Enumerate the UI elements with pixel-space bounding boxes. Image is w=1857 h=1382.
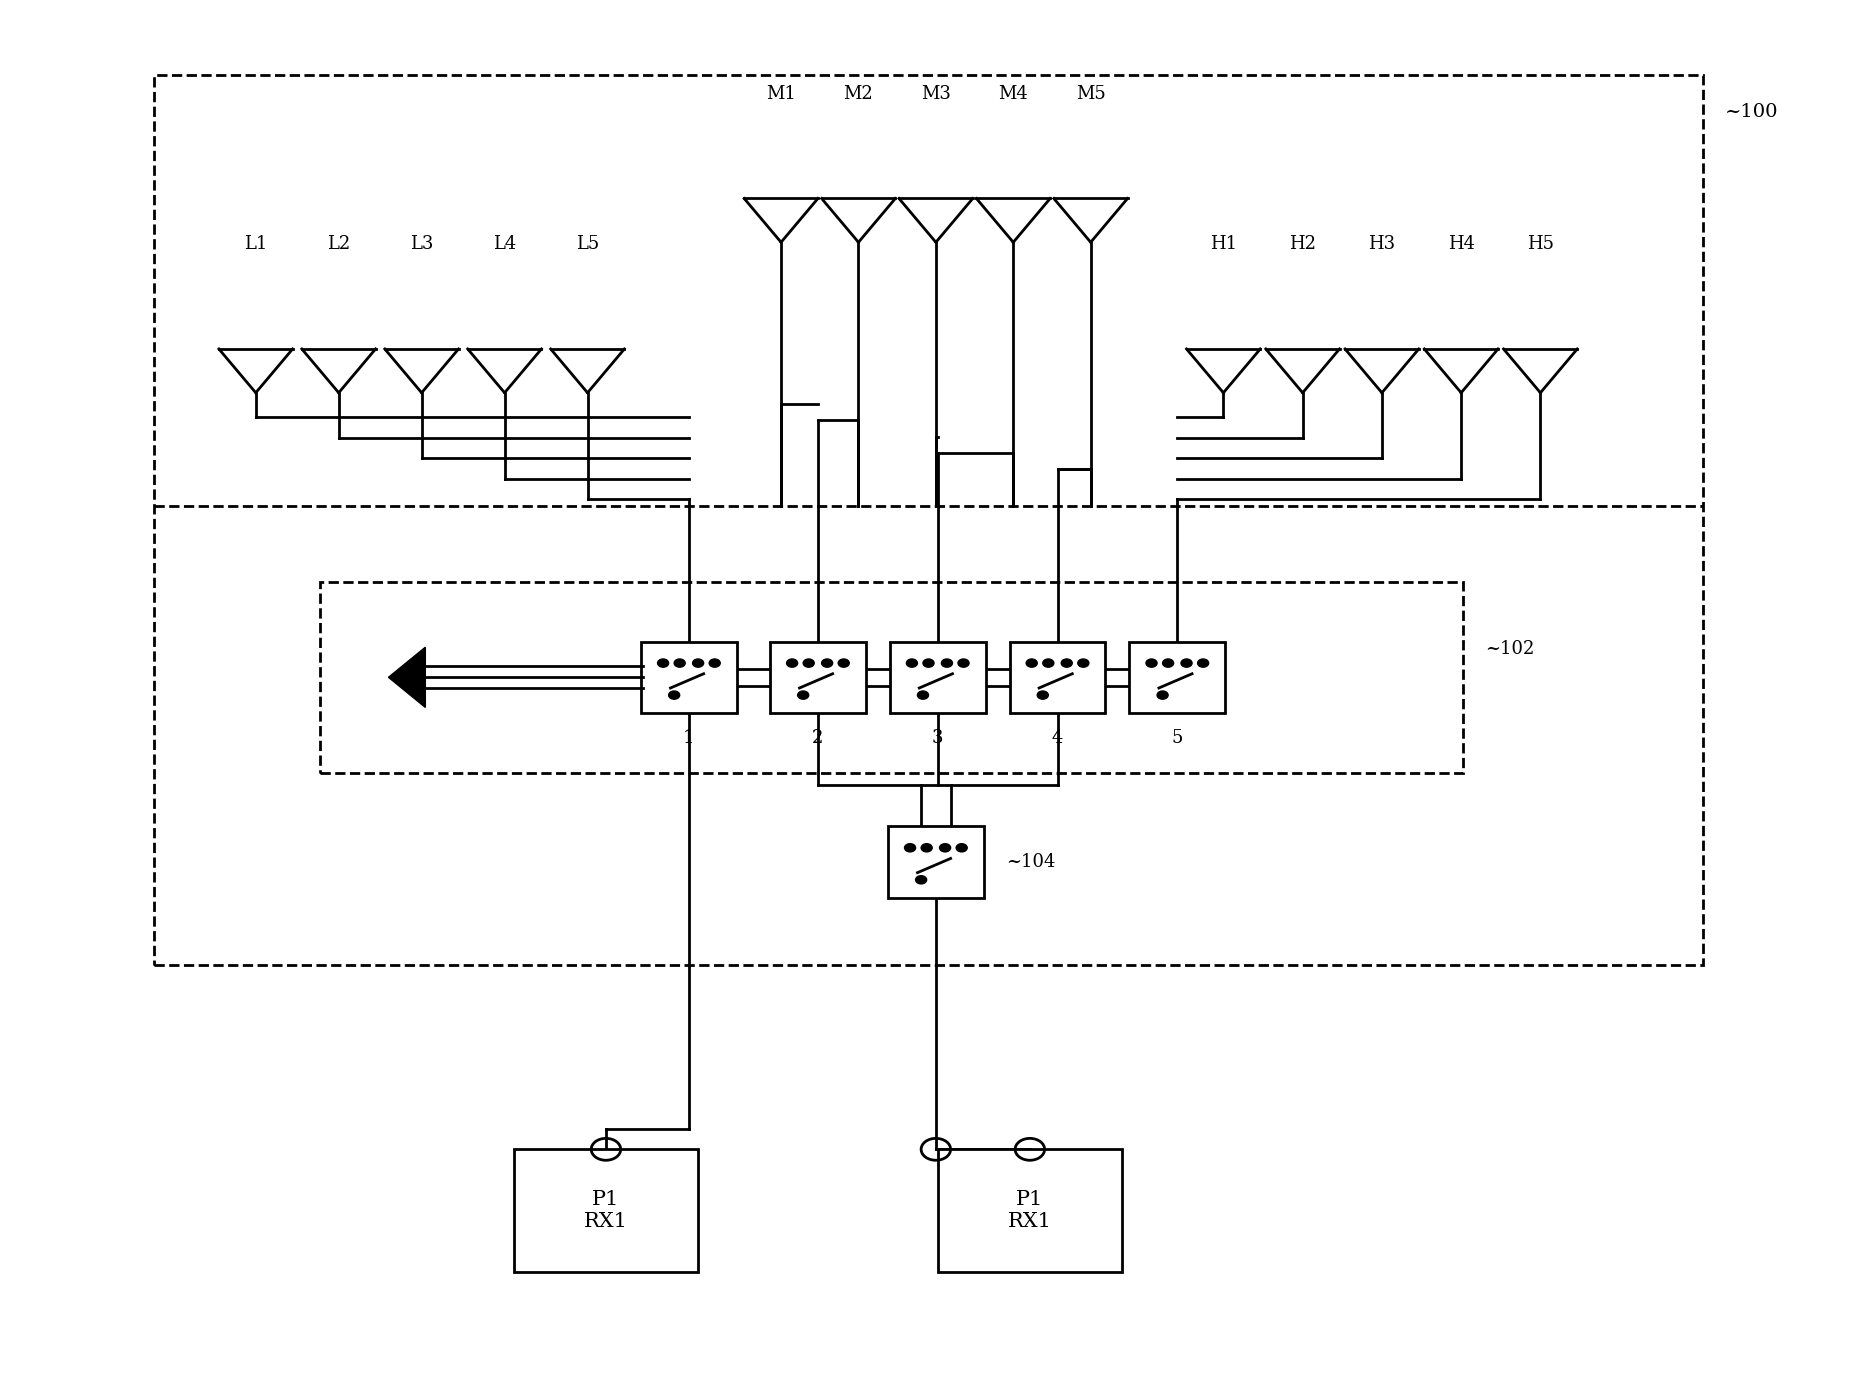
Text: 3: 3 [932, 730, 943, 748]
Text: M1: M1 [767, 84, 797, 102]
Circle shape [1077, 659, 1088, 668]
Text: H5: H5 [1526, 235, 1554, 253]
Text: M5: M5 [1075, 84, 1105, 102]
Circle shape [674, 659, 685, 668]
Circle shape [1162, 659, 1174, 668]
Text: 2: 2 [812, 730, 825, 748]
Bar [1129, 641, 1226, 713]
Circle shape [904, 843, 916, 851]
Text: H4: H4 [1448, 235, 1474, 253]
Text: L3: L3 [410, 235, 433, 253]
Text: M3: M3 [921, 84, 951, 102]
Circle shape [838, 659, 849, 668]
Circle shape [1181, 659, 1192, 668]
Text: M2: M2 [843, 84, 873, 102]
Circle shape [956, 843, 967, 851]
Circle shape [941, 659, 953, 668]
Circle shape [1038, 691, 1049, 699]
Circle shape [1198, 659, 1209, 668]
Circle shape [940, 843, 951, 851]
Bar [154, 76, 1703, 965]
Text: H1: H1 [1209, 235, 1237, 253]
Circle shape [1146, 659, 1157, 668]
Circle shape [693, 659, 704, 668]
Text: L2: L2 [327, 235, 351, 253]
Text: ~100: ~100 [1725, 102, 1779, 120]
Text: P1
RX1: P1 RX1 [583, 1190, 628, 1231]
Bar [641, 641, 737, 713]
Bar [514, 1150, 698, 1273]
Circle shape [787, 659, 799, 668]
Circle shape [709, 659, 721, 668]
Circle shape [921, 843, 932, 851]
Circle shape [669, 691, 680, 699]
Text: P1
RX1: P1 RX1 [1008, 1190, 1051, 1231]
Bar [938, 1150, 1122, 1273]
Circle shape [804, 659, 813, 668]
Circle shape [958, 659, 969, 668]
Circle shape [1060, 659, 1071, 668]
Bar [890, 641, 986, 713]
Text: M4: M4 [999, 84, 1029, 102]
Text: 5: 5 [1172, 730, 1183, 748]
Text: L1: L1 [243, 235, 267, 253]
Text: H2: H2 [1289, 235, 1317, 253]
Text: ~104: ~104 [1006, 853, 1055, 871]
Bar [888, 826, 984, 897]
Circle shape [821, 659, 832, 668]
Text: L5: L5 [576, 235, 600, 253]
Circle shape [1044, 659, 1053, 668]
Circle shape [799, 691, 808, 699]
Text: H3: H3 [1369, 235, 1395, 253]
Circle shape [916, 876, 927, 884]
Text: 1: 1 [683, 730, 695, 748]
Circle shape [906, 659, 917, 668]
Circle shape [917, 691, 928, 699]
Circle shape [1157, 691, 1168, 699]
Text: L4: L4 [492, 235, 516, 253]
Text: 4: 4 [1051, 730, 1064, 748]
Polygon shape [388, 647, 425, 708]
Bar [1010, 641, 1105, 713]
Circle shape [923, 659, 934, 668]
Circle shape [657, 659, 669, 668]
Text: ~102: ~102 [1486, 640, 1534, 658]
Bar [771, 641, 865, 713]
Circle shape [1027, 659, 1038, 668]
Bar [319, 582, 1463, 773]
